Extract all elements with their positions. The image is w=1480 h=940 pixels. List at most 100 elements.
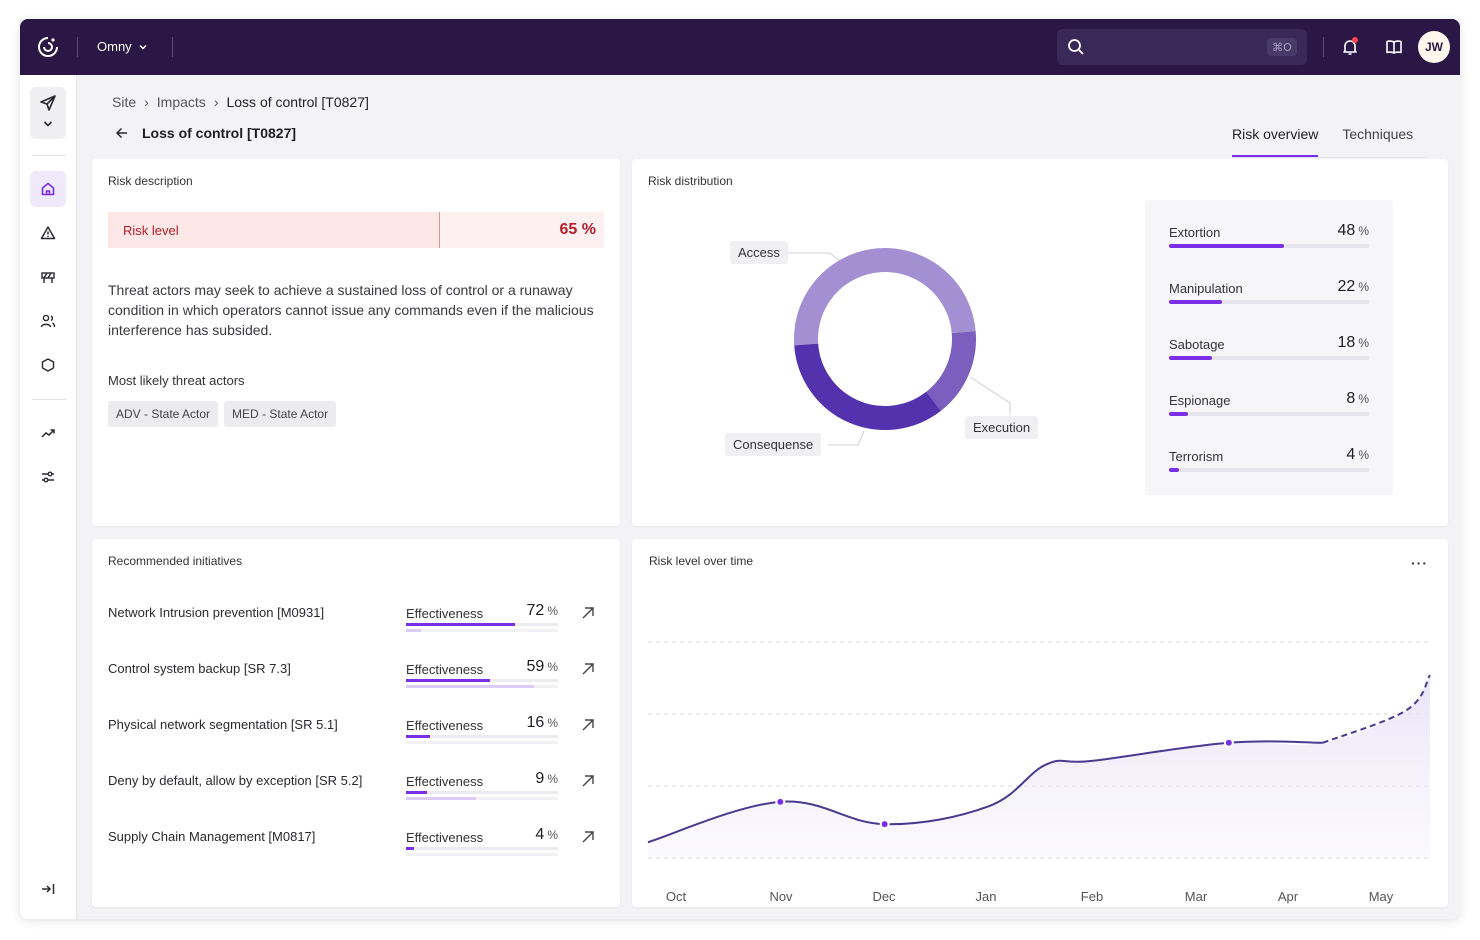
chevron-down-icon bbox=[43, 121, 53, 127]
sidebar-item-assets[interactable] bbox=[30, 347, 66, 383]
sidebar-project-switcher[interactable] bbox=[30, 87, 66, 139]
effectiveness-label: Effectiveness bbox=[406, 718, 484, 733]
effectiveness-value: 9% bbox=[535, 770, 558, 787]
initiative-row[interactable]: Control system backup [SR 7.3] Effective… bbox=[108, 657, 598, 688]
external-link-icon[interactable] bbox=[580, 605, 596, 621]
data-point[interactable] bbox=[879, 819, 890, 830]
logo-icon[interactable] bbox=[36, 35, 60, 59]
effectiveness-bar-fill bbox=[406, 735, 431, 738]
sidebar-item-risks[interactable] bbox=[30, 215, 66, 251]
data-point[interactable] bbox=[1223, 737, 1234, 748]
distribution-value: 18% bbox=[1337, 334, 1369, 351]
distribution-name: Sabotage bbox=[1169, 337, 1225, 352]
donut-ring bbox=[794, 248, 976, 430]
donut-segment-execution[interactable] bbox=[925, 331, 976, 411]
card-title: Risk description bbox=[108, 174, 193, 188]
external-link-icon[interactable] bbox=[580, 717, 596, 733]
x-tick-label: Nov bbox=[769, 889, 793, 904]
users-icon bbox=[40, 314, 56, 328]
sidebar-item-users[interactable] bbox=[30, 303, 66, 339]
effectiveness-label: Effectiveness bbox=[406, 830, 484, 845]
distribution-value: 22% bbox=[1337, 278, 1369, 295]
effectiveness-bar-fill bbox=[406, 791, 428, 794]
initiative-row[interactable]: Network Intrusion prevention [M0931] Eff… bbox=[108, 601, 598, 632]
distribution-bar-fill bbox=[1169, 356, 1213, 360]
effectiveness-bar-fill bbox=[406, 847, 414, 850]
external-link-icon[interactable] bbox=[580, 773, 596, 789]
sidebar-collapse-button[interactable] bbox=[30, 871, 66, 907]
data-point[interactable] bbox=[775, 796, 786, 807]
effectiveness-value: 59% bbox=[526, 658, 558, 675]
back-arrow-icon[interactable] bbox=[114, 125, 130, 141]
docs-button[interactable] bbox=[1384, 37, 1404, 57]
org-name: Omny bbox=[97, 39, 132, 54]
distribution-bar-fill bbox=[1169, 412, 1189, 416]
distribution-bar-fill bbox=[1169, 468, 1179, 472]
leader-line bbox=[969, 376, 1011, 415]
avatar[interactable]: JW bbox=[1418, 31, 1450, 63]
effectiveness-secondary-fill bbox=[406, 629, 422, 632]
donut-label-access: Access bbox=[730, 241, 788, 264]
notifications-button[interactable] bbox=[1340, 37, 1360, 57]
risk-distribution-card: Risk distribution Access Execution Conse… bbox=[632, 159, 1448, 526]
distribution-name: Manipulation bbox=[1169, 281, 1243, 296]
effectiveness-bar bbox=[406, 623, 558, 626]
top-bar: Omny ⌘O JW bbox=[20, 19, 1460, 75]
sidebar-item-barriers[interactable] bbox=[30, 259, 66, 295]
distribution-value: 48% bbox=[1337, 222, 1369, 239]
initiative-name: Supply Chain Management [M0817] bbox=[108, 829, 316, 844]
x-tick-label: Oct bbox=[666, 889, 687, 904]
tab-techniques[interactable]: Techniques bbox=[1342, 126, 1414, 142]
donut-segment-access[interactable] bbox=[794, 248, 976, 346]
threat-actor-chip[interactable]: MED - State Actor bbox=[224, 401, 337, 427]
threat-actor-chip[interactable]: ADV - State Actor bbox=[108, 401, 219, 427]
distribution-bar-fill bbox=[1169, 244, 1285, 248]
risk-line-chart: Oct Nov Dec Jan Feb Mar Apr May bbox=[647, 641, 1431, 904]
x-tick-label: May bbox=[1369, 889, 1394, 904]
breadcrumb-current: Loss of control [T0827] bbox=[226, 94, 369, 110]
breadcrumb-site[interactable]: Site bbox=[112, 94, 137, 110]
effectiveness-secondary-fill bbox=[406, 797, 476, 800]
effectiveness-secondary-bar bbox=[406, 741, 558, 744]
x-tick-label: Dec bbox=[872, 889, 896, 904]
effectiveness-value: 4% bbox=[535, 826, 558, 843]
initiative-row[interactable]: Deny by default, allow by exception [SR … bbox=[108, 769, 598, 800]
distribution-name: Espionage bbox=[1169, 393, 1231, 408]
more-options-button[interactable]: ··· bbox=[1411, 555, 1428, 571]
card-title: Risk distribution bbox=[648, 174, 733, 188]
initiative-row[interactable]: Supply Chain Management [M0817] Effectiv… bbox=[108, 825, 598, 856]
breadcrumb-impacts[interactable]: Impacts bbox=[156, 94, 206, 110]
book-icon bbox=[1386, 40, 1402, 54]
effectiveness-label: Effectiveness bbox=[406, 606, 484, 621]
search-icon bbox=[1068, 39, 1084, 55]
distribution-name: Terrorism bbox=[1169, 449, 1224, 464]
effectiveness-secondary-bar bbox=[406, 629, 558, 632]
search-shortcut: ⌘O bbox=[1267, 38, 1297, 56]
projected-line bbox=[1322, 674, 1431, 744]
distribution-value: 4% bbox=[1346, 446, 1369, 463]
initiative-name: Deny by default, allow by exception [SR … bbox=[108, 773, 363, 788]
initiative-row[interactable]: Physical network segmentation [SR 5.1] E… bbox=[108, 713, 598, 744]
risk-level-label: Risk level bbox=[108, 212, 440, 248]
divider bbox=[77, 37, 78, 57]
card-title: Risk level over time bbox=[649, 554, 754, 568]
search-input[interactable]: ⌘O bbox=[1057, 29, 1307, 65]
sidebar-item-home[interactable] bbox=[30, 171, 66, 207]
external-link-icon[interactable] bbox=[580, 661, 596, 677]
distribution-bar bbox=[1169, 412, 1369, 416]
risk-distribution-list: Extortion 48% Manipulation 22% Sabotage … bbox=[1145, 200, 1393, 495]
warning-icon bbox=[40, 226, 56, 240]
effectiveness-bar bbox=[406, 791, 558, 794]
sidebar-item-settings[interactable] bbox=[30, 459, 66, 495]
effectiveness-label: Effectiveness bbox=[406, 774, 484, 789]
card-title: Recommended initiatives bbox=[108, 554, 243, 568]
effectiveness-label: Effectiveness bbox=[406, 662, 484, 677]
org-switcher[interactable]: Omny bbox=[97, 39, 148, 54]
sidebar-item-trends[interactable] bbox=[30, 415, 66, 451]
risk-donut-chart bbox=[784, 248, 1011, 446]
external-link-icon[interactable] bbox=[580, 829, 596, 845]
divider bbox=[172, 37, 173, 57]
tab-risk-overview[interactable]: Risk overview bbox=[1232, 119, 1319, 157]
distribution-value: 8% bbox=[1346, 390, 1369, 407]
donut-segment-consequence[interactable] bbox=[794, 343, 942, 430]
